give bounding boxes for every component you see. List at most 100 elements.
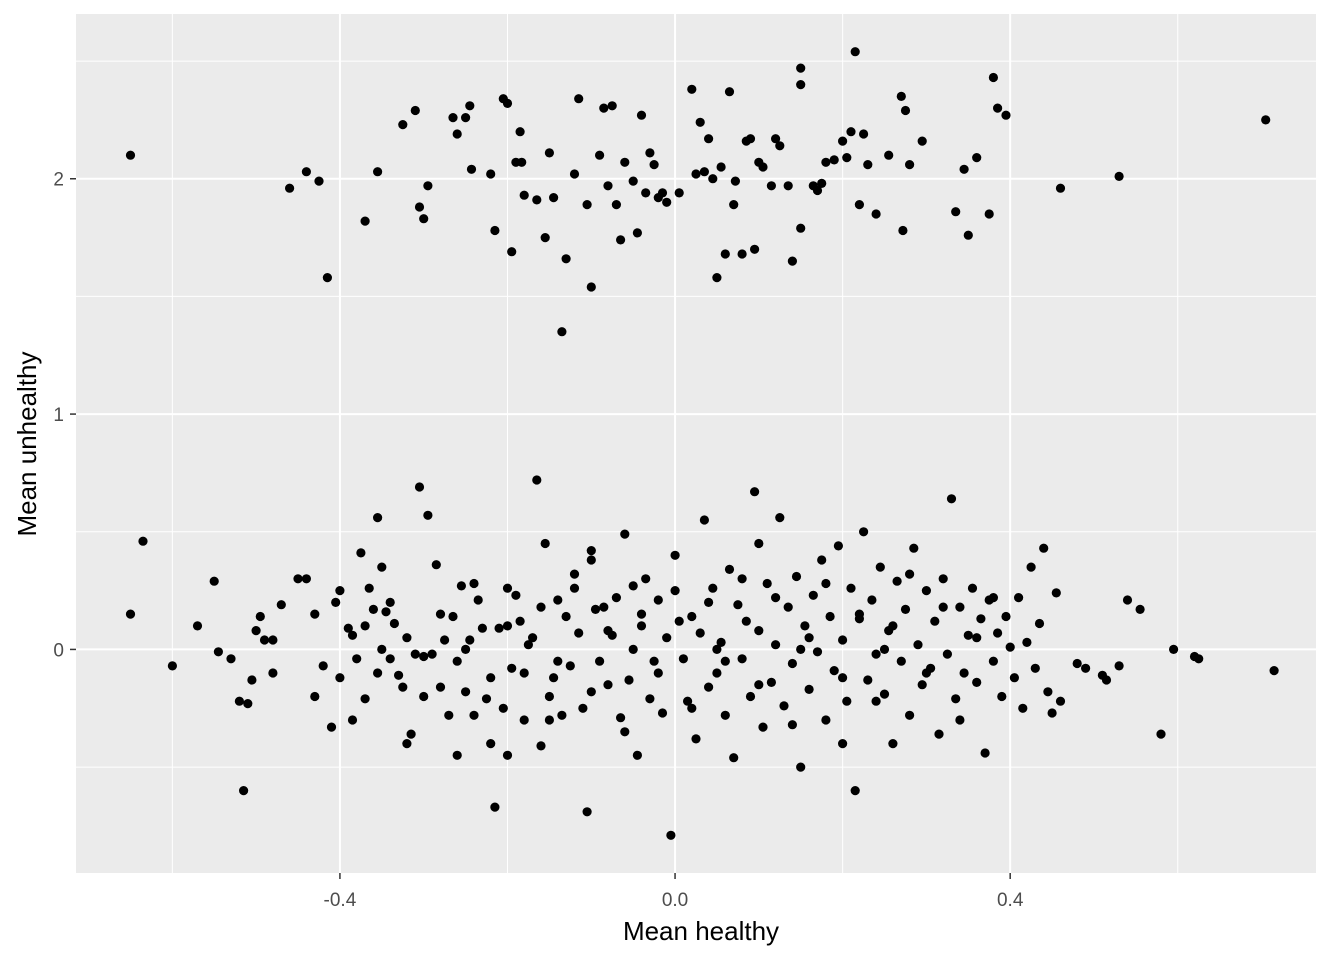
- data-point: [490, 225, 500, 236]
- data-point: [448, 611, 458, 622]
- data-point: [913, 640, 923, 650]
- data-point: [553, 656, 563, 666]
- data-point: [917, 136, 927, 146]
- data-point: [1081, 663, 1091, 673]
- data-point: [829, 155, 839, 165]
- data-point: [754, 680, 764, 690]
- data-point: [687, 84, 697, 94]
- data-point: [553, 595, 563, 605]
- data-points: [125, 47, 1279, 840]
- data-point: [620, 727, 630, 737]
- data-point: [331, 597, 341, 608]
- x-tick-label: -0.4: [324, 890, 357, 911]
- data-point: [523, 640, 534, 650]
- data-point: [972, 153, 982, 163]
- data-point: [1047, 708, 1057, 718]
- data-point: [251, 626, 261, 636]
- data-point: [900, 604, 911, 615]
- data-point: [641, 574, 651, 584]
- data-point: [875, 562, 885, 572]
- data-point: [888, 621, 898, 631]
- data-point: [469, 710, 479, 720]
- data-point: [967, 583, 978, 593]
- data-point: [477, 623, 487, 633]
- data-point: [972, 677, 982, 688]
- data-point: [255, 611, 265, 622]
- data-point: [616, 235, 626, 245]
- data-point: [419, 651, 429, 662]
- data-point: [398, 120, 408, 130]
- data-point: [167, 661, 177, 671]
- data-point: [787, 720, 798, 730]
- data-point: [544, 148, 555, 158]
- data-point: [959, 164, 969, 174]
- data-point: [569, 583, 580, 593]
- data-point: [448, 113, 458, 123]
- data-point: [741, 616, 751, 626]
- data-point: [465, 101, 475, 111]
- data-point: [347, 630, 358, 640]
- data-point: [557, 710, 567, 720]
- data-point: [435, 609, 446, 619]
- data-point: [486, 673, 496, 683]
- data-point: [657, 188, 668, 198]
- data-point: [410, 649, 420, 659]
- data-point: [540, 233, 550, 243]
- data-point: [247, 675, 257, 685]
- data-point: [821, 157, 831, 167]
- data-point: [775, 513, 785, 523]
- data-point: [452, 129, 462, 139]
- data-point: [603, 626, 613, 636]
- data-point: [724, 564, 735, 575]
- data-point: [268, 635, 278, 645]
- data-point: [800, 621, 810, 631]
- data-point: [486, 169, 496, 179]
- data-point: [934, 729, 944, 739]
- data-point: [1122, 595, 1133, 605]
- data-point: [850, 47, 860, 57]
- data-point: [402, 633, 412, 643]
- data-point: [322, 273, 332, 283]
- data-point: [641, 188, 651, 198]
- data-point: [444, 710, 454, 720]
- data-point: [586, 555, 596, 565]
- data-point: [938, 602, 948, 612]
- y-axis-title: Mean unhealthy: [12, 351, 42, 536]
- data-point: [730, 176, 741, 186]
- data-point: [511, 590, 521, 600]
- data-point: [360, 216, 370, 226]
- data-point: [833, 541, 844, 551]
- data-point: [729, 200, 739, 210]
- data-point: [812, 185, 823, 196]
- data-point: [536, 741, 546, 751]
- data-point: [561, 611, 571, 622]
- data-point: [326, 722, 337, 732]
- data-point: [745, 691, 756, 702]
- data-point: [385, 597, 395, 608]
- data-point: [502, 98, 513, 108]
- data-point: [1051, 588, 1061, 598]
- data-point: [1072, 658, 1082, 669]
- data-point: [854, 200, 865, 210]
- data-point: [519, 190, 529, 200]
- x-axis-ticks: -0.4 0.0 0.4: [324, 873, 1024, 911]
- data-point: [683, 696, 693, 706]
- data-point: [921, 668, 932, 678]
- data-point: [452, 656, 462, 666]
- data-point: [574, 94, 584, 104]
- data-point: [209, 576, 219, 586]
- data-point: [712, 644, 722, 655]
- data-point: [645, 694, 655, 704]
- data-point: [666, 830, 676, 840]
- data-point: [988, 656, 999, 666]
- data-point: [616, 713, 626, 723]
- data-point: [808, 590, 818, 600]
- data-point: [536, 602, 546, 612]
- data-point: [377, 644, 387, 655]
- data-point: [879, 689, 890, 699]
- data-point: [783, 181, 793, 191]
- data-point: [544, 715, 555, 725]
- data-point: [997, 691, 1007, 702]
- data-point: [720, 656, 730, 666]
- data-point: [691, 734, 701, 744]
